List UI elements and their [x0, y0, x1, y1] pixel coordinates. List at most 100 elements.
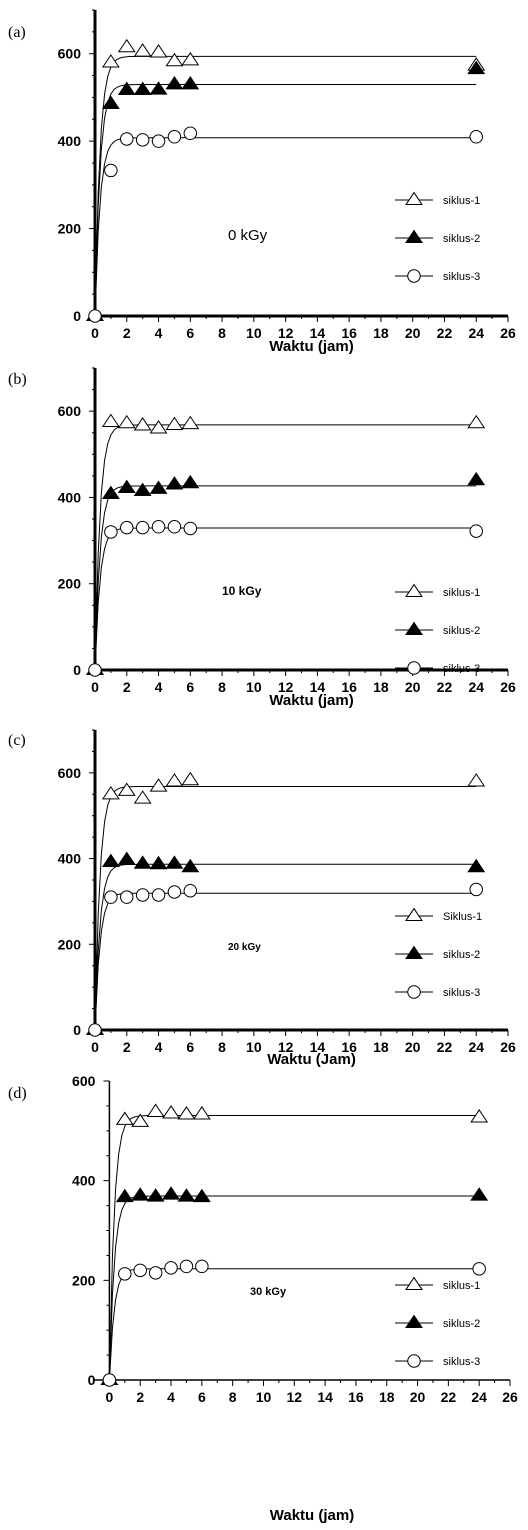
series-curve: [94, 137, 477, 317]
data-point: [179, 1259, 194, 1274]
legend-marker: [405, 945, 423, 960]
data-point: [88, 663, 102, 677]
series-1: [86, 771, 486, 1036]
data-point: [167, 520, 182, 534]
panel-label: (b): [8, 371, 27, 388]
legend-marker: [405, 621, 423, 636]
data-point: [165, 75, 184, 90]
legend-label: siklus-1: [443, 587, 480, 599]
x-tick-label: 6: [186, 325, 194, 341]
data-point: [195, 1259, 209, 1274]
x-axis-label: Waktu (jam): [270, 1507, 354, 1524]
series-curve: [108, 1195, 480, 1381]
data-point: [165, 52, 184, 67]
data-point: [133, 855, 152, 869]
data-point: [133, 417, 152, 431]
series-1: [86, 38, 486, 322]
y-tick-label: 600: [58, 403, 82, 419]
legend-entry-3: siklus-3: [395, 1354, 480, 1368]
y-tick-label: 600: [58, 46, 82, 62]
x-tick-label: 2: [123, 1039, 131, 1055]
legend-entry-3: siklus-3: [395, 269, 480, 283]
x-tick-label: 8: [229, 1389, 237, 1405]
legend-marker: [405, 583, 423, 598]
x-tick-label: 10: [246, 1039, 262, 1055]
x-tick-label: 20: [405, 1039, 421, 1055]
legend-label: siklus-2: [443, 625, 480, 637]
data-point: [181, 51, 200, 66]
legend-marker: [407, 985, 421, 999]
data-point: [120, 890, 134, 904]
legend-marker: [405, 1314, 423, 1329]
data-point: [118, 1267, 132, 1281]
legend-entry-1: siklus-1: [395, 1276, 480, 1292]
y-tick-label: 400: [58, 489, 82, 505]
data-point: [469, 882, 483, 897]
legend-entry-1: Siklus-1: [395, 907, 482, 923]
panel-label: (c): [8, 732, 26, 749]
data-point: [183, 883, 198, 898]
dose-annotation: 0 kGy: [228, 227, 268, 244]
x-tick-label: 12: [278, 1039, 294, 1055]
data-point: [133, 81, 152, 96]
legend-marker: [405, 1276, 423, 1291]
legend-entry-2: siklus-2: [395, 945, 480, 961]
x-tick-label: 20: [405, 679, 421, 695]
data-point: [117, 414, 136, 429]
data-point: [470, 1187, 489, 1201]
x-tick-label: 16: [348, 1389, 364, 1405]
data-point: [101, 95, 120, 110]
legend-label: siklus-2: [443, 949, 480, 961]
x-axis-label: Waktu (jam): [269, 338, 353, 355]
series-3: [88, 520, 483, 677]
legend-label: Siklus-1: [443, 911, 482, 923]
data-point: [117, 479, 136, 493]
panel-label: (d): [8, 1085, 27, 1102]
x-tick-label: 0: [106, 1389, 114, 1405]
x-axis-label: Waktu (jam): [269, 692, 353, 709]
x-tick-label: 20: [405, 325, 421, 341]
data-point: [177, 1188, 196, 1202]
data-point: [135, 133, 150, 147]
x-tick-label: 6: [198, 1389, 206, 1405]
data-point: [151, 888, 166, 902]
data-point: [149, 420, 168, 434]
data-point: [88, 309, 102, 323]
data-point: [467, 471, 486, 486]
x-tick-label: 22: [437, 1039, 453, 1055]
data-point: [181, 858, 200, 873]
x-tick-label: 26: [502, 1389, 518, 1405]
panel-label: (a): [8, 24, 26, 41]
data-point: [467, 858, 486, 873]
dose-annotation: 20 kGy: [228, 942, 261, 953]
data-point: [167, 130, 182, 144]
x-tick-label: 14: [310, 325, 326, 341]
x-axis-label: Waktu (Jam): [267, 1051, 356, 1068]
data-point: [472, 1262, 486, 1276]
data-point: [183, 126, 198, 141]
data-point: [104, 163, 118, 178]
series-1: [100, 1103, 489, 1386]
series-3: [102, 1259, 486, 1387]
y-tick-label: 400: [72, 1173, 96, 1189]
y-tick-label: 200: [58, 576, 82, 592]
y-tick-label: 400: [58, 851, 82, 867]
x-tick-label: 16: [341, 1039, 357, 1055]
legend-marker: [407, 269, 421, 283]
x-tick-label: 22: [437, 325, 453, 341]
series-2: [86, 471, 486, 676]
series-2: [100, 1186, 489, 1386]
legend-marker: [407, 661, 421, 675]
x-tick-label: 24: [471, 1389, 487, 1405]
x-tick-label: 22: [441, 1389, 457, 1405]
series-2: [86, 851, 486, 1036]
x-tick-label: 0: [91, 679, 99, 695]
y-tick-label: 200: [72, 1272, 96, 1288]
x-tick-label: 4: [155, 325, 163, 341]
legend-marker: [405, 191, 423, 206]
series-curve: [94, 892, 477, 1031]
